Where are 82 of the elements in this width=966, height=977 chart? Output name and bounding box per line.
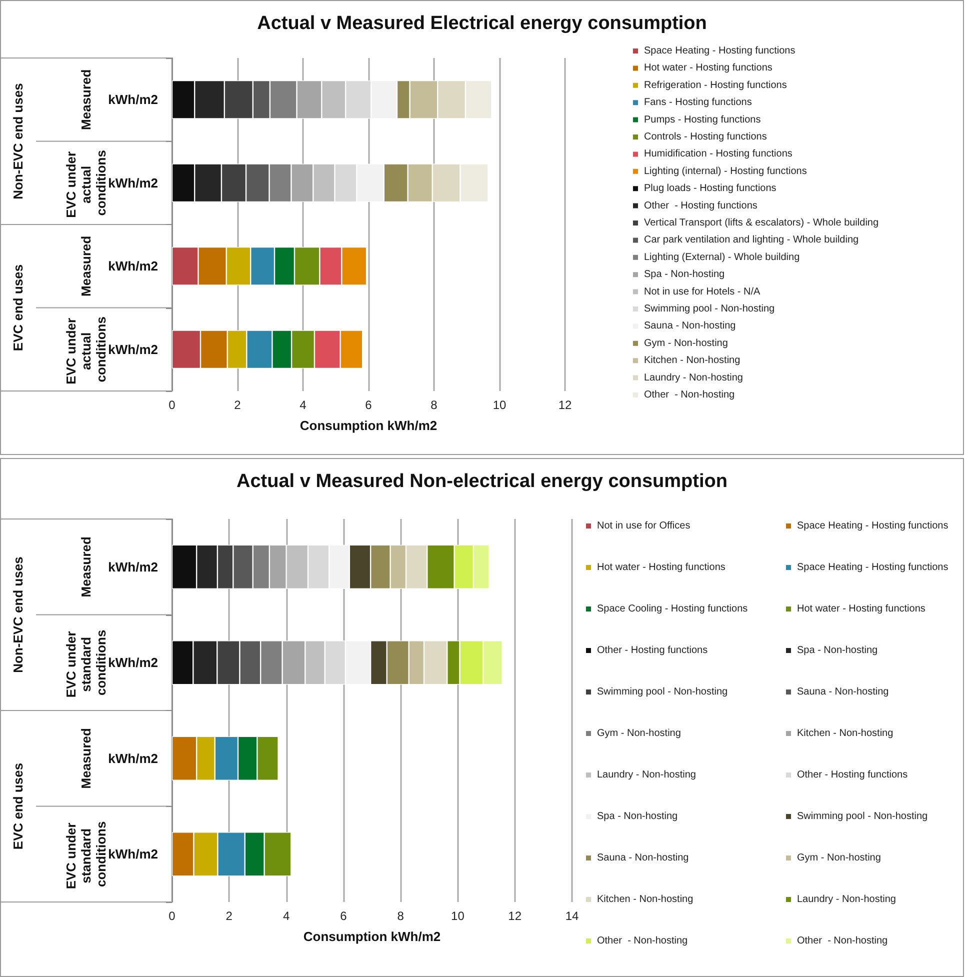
legend-label: Other - Non-hosting [644, 390, 735, 400]
legend-label: Space Heating - Hosting functions [797, 520, 948, 532]
legend-label: Pumps - Hosting functions [644, 114, 761, 126]
x-tick-label: 12 [508, 909, 522, 923]
legend-label: Spa - Non-hosting [644, 269, 725, 280]
legend-label: Kitchen - Non-hosting [797, 728, 894, 739]
y-tick-label: kWh/m2 [108, 175, 158, 190]
legend-label: Sauna - Non-hosting [597, 852, 689, 864]
text: EVC under actual conditions [64, 148, 108, 218]
chart-title: Actual v Measured Electrical energy consumption [257, 13, 707, 34]
y-tick-label: kWh/m2 [108, 92, 158, 108]
legend-label: Hot water - Hosting functions [797, 604, 926, 614]
legend-label: Gym - Non-hosting [797, 852, 881, 864]
x-tick-label: 6 [365, 398, 372, 412]
x-tick-label: 12 [558, 398, 572, 412]
legend-label: Vertical Transport (lifts & escalators) - Whole building [644, 218, 879, 228]
legend-label: Kitchen - Non-hosting [644, 355, 740, 366]
legend-label: Spa - Non-hosting [797, 645, 878, 656]
x-tick-label: 10 [451, 909, 465, 923]
legend-label: Other - Hosting functions [597, 645, 708, 656]
legend-label: Space Heating - Hosting functions [644, 46, 796, 56]
legend-label: Not in use for Offices [597, 520, 690, 532]
legend-label: Swimming pool - Non-hosting [797, 811, 928, 822]
legend-label: Fans - Hosting functions [644, 97, 752, 108]
legend-label: Swimming pool - Non-hosting [597, 686, 728, 698]
x-tick-label: 4 [300, 398, 307, 412]
text: Measured [78, 69, 94, 130]
text: EVC under standard conditions [64, 819, 108, 890]
x-tick-label: 14 [565, 909, 579, 923]
legend-label: Space Heating - Hosting functions [797, 562, 948, 573]
x-axis-title: Consumption kWh/m2 [300, 418, 438, 433]
y-tick-label: kWh/m2 [108, 258, 158, 274]
legend-label: Other - Hosting functions [797, 770, 908, 780]
x-tick-label: 2 [234, 398, 242, 412]
y-tick-label: kWh/m2 [108, 342, 158, 357]
legend-label: Other - Non-hosting [797, 936, 888, 946]
x-tick-label: 4 [282, 909, 290, 923]
y-tick-label: kWh/m2 [108, 846, 158, 862]
legend-label: Laundry - Non-hosting [797, 894, 896, 905]
text: Measured [78, 236, 94, 296]
x-tick-label: 0 [168, 398, 176, 412]
legend-label: Hot water - Hosting functions [644, 62, 772, 74]
legend-label: Gym - Non-hosting [597, 728, 681, 739]
chart-title: Actual v Measured Non-electrical energy consumption [236, 471, 728, 492]
legend-label: Kitchen - Non-hosting [597, 894, 694, 905]
legend-label: Sauna - Non-hosting [644, 320, 736, 332]
legend-label: Hot water - Hosting functions [597, 562, 726, 573]
text: Non-EVC end uses [10, 83, 26, 200]
text: EVC under actual conditions [64, 314, 108, 384]
legend-label: Plug loads - Hosting functions [644, 183, 776, 194]
x-axis-title: Consumption kWh/m2 [303, 929, 441, 944]
x-tick-label: 6 [340, 909, 348, 923]
legend-label: Laundry - Non-hosting [597, 770, 696, 780]
text: EVC under standard conditions [64, 628, 108, 698]
legend-label: Space Cooling - Hosting functions [597, 604, 748, 614]
x-tick-label: 8 [397, 909, 404, 923]
legend-label: Car park ventilation and lighting - Whole building [644, 234, 859, 246]
legend-label: Swimming pool - Non-hosting [644, 304, 775, 314]
text: EVC end uses [10, 762, 26, 850]
legend-label: Not in use for Hotels - N/A [644, 286, 760, 298]
legend-label: Lighting (internal) - Hosting functions [644, 166, 807, 177]
y-tick-label: kWh/m2 [108, 559, 158, 574]
text: EVC end uses [10, 264, 26, 352]
legend-label: Other - Hosting functions [644, 200, 758, 212]
x-tick-label: 10 [492, 398, 506, 412]
legend-label: Lighting (External) - Whole building [644, 252, 800, 263]
legend-label: Sauna - Non-hosting [797, 686, 889, 698]
legend-label: Gym - Non-hosting [644, 338, 728, 349]
x-tick-label: 0 [168, 909, 176, 923]
y-tick-label: kWh/m2 [108, 750, 158, 766]
legend-label: Other - Non-hosting [597, 936, 688, 946]
y-tick-label: kWh/m2 [108, 655, 158, 670]
x-tick-label: 8 [430, 398, 438, 412]
x-tick-label: 2 [226, 909, 233, 923]
text: Measured [78, 728, 94, 789]
legend-label: Laundry - Non-hosting [644, 372, 743, 384]
text: Non-EVC end uses [10, 556, 26, 673]
legend-label: Humidification - Hosting functions [644, 148, 792, 160]
legend-label: Controls - Hosting functions [644, 132, 767, 142]
legend-label: Spa - Non-hosting [597, 811, 678, 822]
legend-label: Refrigeration - Hosting functions [644, 80, 787, 91]
text: Measured [78, 536, 94, 598]
